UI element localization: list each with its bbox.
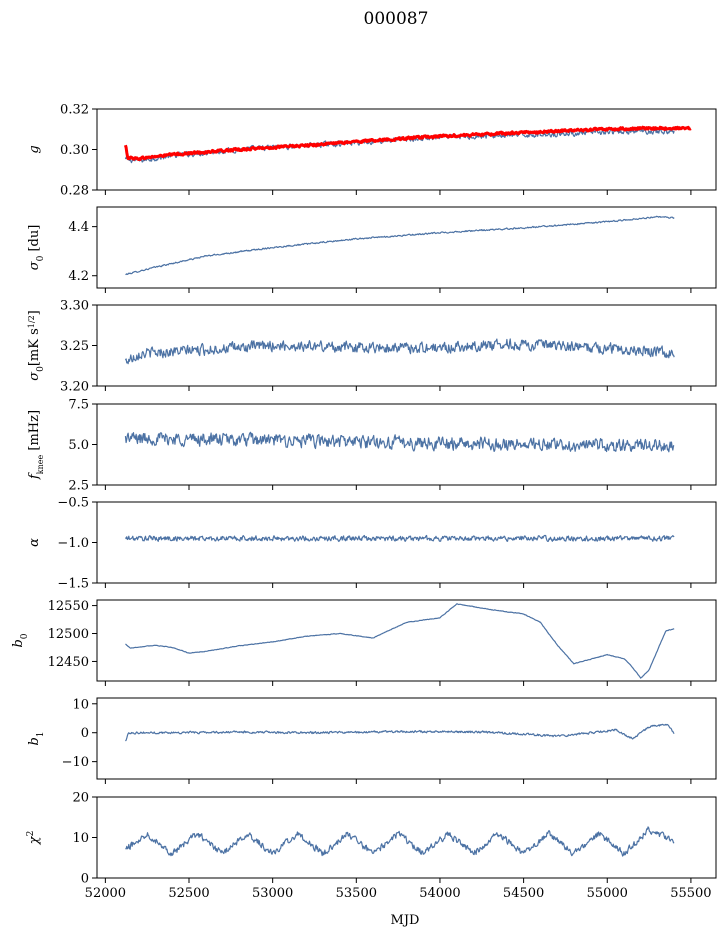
panel-5: 12450 12500 12550 b0 (11, 599, 717, 686)
panel-series-group-0 (123, 125, 692, 164)
y-tick-label-7-2: 20 (72, 791, 89, 806)
y-axis-label-4: α (27, 538, 42, 547)
panel-frame-6 (96, 697, 717, 780)
y-tick-label-0-2: 0.32 (60, 103, 89, 118)
panel-series-group-1 (125, 215, 675, 276)
y-tick-label-4-2: −0.5 (57, 496, 89, 511)
y-axis-label-6: b1 (27, 731, 46, 745)
panel-series-group-2 (124, 338, 675, 365)
panel-frame-4 (96, 501, 717, 584)
y-tick-label-7-1: 10 (72, 831, 89, 846)
y-tick-label-4-0: −1.5 (57, 577, 89, 592)
y-axis-label-7: χ2 (26, 831, 42, 846)
panel-series-group-3 (124, 431, 675, 453)
series-line-5-0 (125, 603, 675, 679)
panel-series-group-5 (125, 603, 675, 679)
series-line-4-0 (124, 534, 675, 543)
panel-1: 4.2 4.4 σ0 [du] (27, 206, 717, 293)
y-tick-label-2-2: 3.30 (60, 299, 89, 314)
y-tick-label-4-1: −1.0 (57, 536, 89, 551)
series-line-1-0 (125, 215, 675, 276)
y-tick-label-5-1: 12500 (48, 627, 89, 642)
y-tick-label-3-1: 5.0 (68, 438, 89, 453)
y-tick-label-2-0: 3.20 (60, 380, 89, 395)
y-axis-label-2: σ0[mK s1/2] (27, 310, 47, 380)
y-tick-label-3-2: 7.5 (68, 398, 89, 413)
y-tick-label-5-2: 12550 (48, 599, 89, 614)
series-line-0-0 (124, 128, 675, 164)
panel-frame-1 (96, 206, 717, 289)
panel-frame-5 (96, 599, 717, 682)
panel-series-group-4 (124, 534, 675, 543)
y-tick-label-0-0: 0.28 (60, 184, 89, 199)
x-tick-label-2: 53000 (252, 886, 293, 901)
x-tick-label-4: 54000 (419, 886, 460, 901)
y-tick-label-1-0: 4.2 (68, 269, 89, 284)
panels: 0.28 0.30 0.32 g 4.2 4.4 σ0 [du] 3.20 3.25 3.30 σ0… (11, 103, 717, 901)
y-tick-label-3-0: 2.5 (68, 479, 89, 494)
y-tick-label-6-0: −10 (62, 755, 89, 770)
panel-7: 0 10 20 52000 52500 53000 53500 54000 54500 55000… (26, 791, 717, 901)
x-tick-label-3: 53500 (336, 886, 377, 901)
y-tick-label-6-1: 0 (81, 726, 89, 741)
x-axis-label: MJD (391, 913, 420, 928)
panel-2: 3.20 3.25 3.30 σ0[mK s1/2] (27, 299, 717, 395)
y-axis-label-5: b0 (11, 633, 30, 647)
panel-series-group-7 (125, 826, 675, 857)
series-line-3-0 (124, 431, 675, 453)
y-tick-label-5-0: 12450 (48, 655, 89, 670)
x-tick-label-0: 52000 (85, 886, 126, 901)
y-tick-label-6-2: 10 (72, 697, 89, 712)
panel-6: −10 0 10 b1 (27, 697, 717, 784)
y-tick-label-1-1: 4.4 (68, 220, 89, 235)
series-line-6-0 (124, 723, 675, 742)
y-axis-label-3: fknee [mHz] (27, 410, 45, 480)
panel-frame-0 (96, 108, 717, 191)
x-tick-label-1: 52500 (168, 886, 209, 901)
y-axis-label-0: g (27, 145, 42, 153)
panel-series-group-6 (124, 723, 675, 742)
x-tick-label-6: 55000 (587, 886, 628, 901)
y-tick-label-2-1: 3.25 (60, 339, 89, 354)
y-axis-label-1: σ0 [du] (27, 225, 46, 271)
panel-0: 0.28 0.30 0.32 g (27, 103, 717, 199)
panel-4: −1.5 −1.0 −0.5 α (27, 496, 717, 592)
series-line-2-0 (124, 338, 675, 365)
x-tick-label-7: 55500 (670, 886, 711, 901)
series-line-7-0 (125, 826, 675, 857)
y-tick-label-0-1: 0.30 (60, 143, 89, 158)
panel-3: 2.5 5.0 7.5 fknee [mHz] (27, 398, 717, 494)
series-line-0-1 (123, 125, 692, 162)
x-tick-label-5: 54500 (503, 886, 544, 901)
y-tick-label-7-0: 0 (81, 872, 89, 887)
figure-title: 000087 (364, 9, 429, 29)
